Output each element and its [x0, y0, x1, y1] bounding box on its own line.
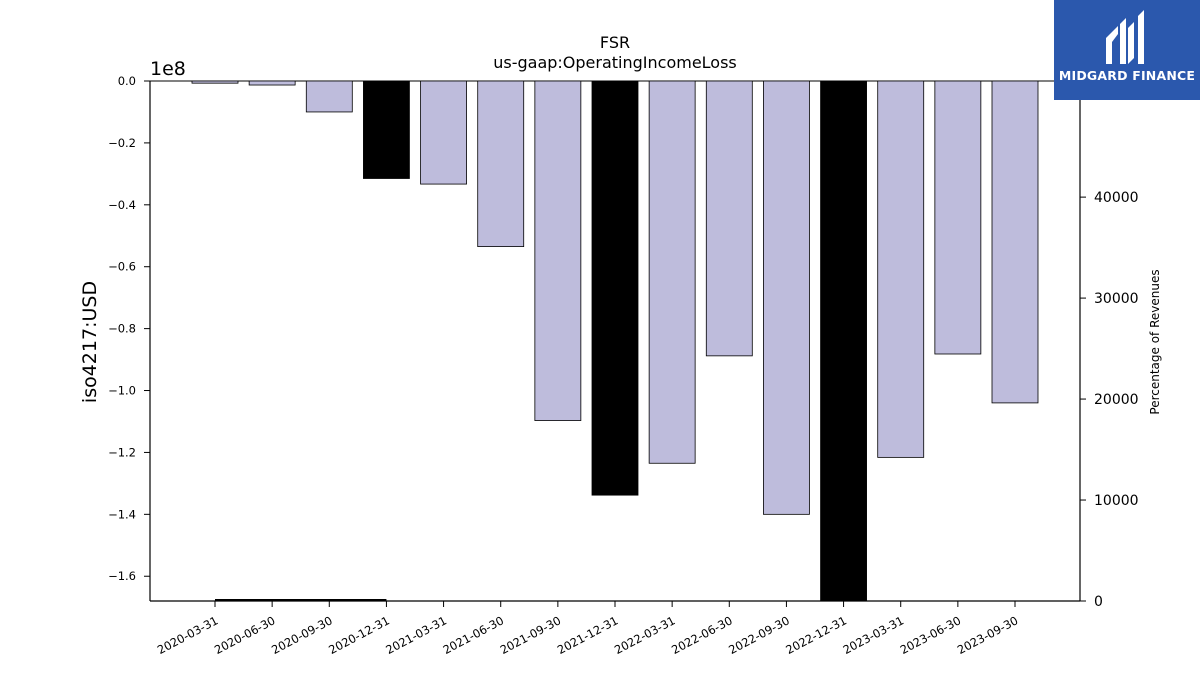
bar-2020-06-30	[248, 80, 296, 86]
y-axis-label: iso4217:USD	[79, 281, 101, 403]
x-tick-label-2023-03-31: 2023-03-31	[841, 613, 907, 657]
x-tick-label-2023-09-30: 2023-09-30	[955, 613, 1021, 657]
x-tick-label-2020-03-31: 2020-03-31	[155, 613, 221, 657]
bar-2021-12-31	[591, 80, 639, 496]
chart-subtitle: us-gaap:OperatingIncomeLoss	[493, 53, 737, 72]
x-tick-label-2021-09-30: 2021-09-30	[498, 613, 564, 657]
bar-2022-03-31	[648, 80, 696, 464]
bar-2023-03-31	[877, 80, 925, 458]
y2-tick-label: 20000	[1094, 392, 1139, 408]
x-tick-label-2021-12-31: 2021-12-31	[555, 613, 621, 657]
y-tick-label: −0.6	[108, 260, 136, 274]
y2-tick-label: 40000	[1094, 190, 1139, 206]
y-tick-label: −0.2	[108, 136, 136, 150]
y-tick-label: −1.4	[108, 507, 136, 521]
x-tick-label-2020-06-30: 2020-06-30	[212, 613, 278, 657]
y-tick-label: −1.6	[108, 569, 136, 583]
y-tick-label: −0.8	[108, 322, 136, 336]
y-tick-label: −1.2	[108, 445, 136, 459]
brand-logo: MIDGARD FINANCE	[1054, 0, 1200, 100]
x-tick-label-2022-09-30: 2022-09-30	[726, 613, 792, 657]
x-tick-label-2020-12-31: 2020-12-31	[326, 613, 392, 657]
x-tick-label-2022-12-31: 2022-12-31	[783, 613, 849, 657]
x-tick-label-2021-03-31: 2021-03-31	[383, 613, 449, 657]
y-tick-label: −1.0	[108, 384, 136, 398]
y-tick-label: −0.4	[108, 198, 136, 212]
x-tick-label-2023-06-30: 2023-06-30	[898, 613, 964, 657]
x-tick-label-2022-03-31: 2022-03-31	[612, 613, 678, 657]
y2-axis-label: Percentage of Revenues	[1148, 269, 1162, 414]
y-offset-label: 1e8	[150, 58, 186, 80]
bar-2020-03-31	[191, 80, 239, 84]
bar-2023-06-30	[934, 80, 982, 355]
y-tick-label: 0.0	[118, 74, 136, 88]
y2-tick-label: 0	[1094, 594, 1103, 610]
bar-2022-06-30	[705, 80, 753, 357]
logo-text: MIDGARD FINANCE	[1058, 68, 1196, 83]
y2-tick-label: 30000	[1094, 291, 1139, 307]
bar-2022-09-30	[763, 80, 810, 515]
logo-mark-icon	[1106, 10, 1144, 64]
bar-2022-12-31	[820, 80, 867, 602]
bar-2020-09-30	[305, 80, 353, 113]
x-tick-label-2020-09-30: 2020-09-30	[269, 613, 335, 657]
y2-tick-label: 10000	[1094, 493, 1139, 509]
chart-title: FSR	[600, 33, 630, 52]
bar-2021-06-30	[477, 80, 525, 247]
bar-2023-09-30	[991, 80, 1039, 404]
bar-2021-09-30	[534, 80, 582, 421]
bar-2021-03-31	[420, 80, 467, 185]
bar-2020-12-31	[363, 80, 410, 179]
x-tick-label-2021-06-30: 2021-06-30	[441, 613, 507, 657]
x-tick-label-2022-06-30: 2022-06-30	[669, 613, 735, 657]
